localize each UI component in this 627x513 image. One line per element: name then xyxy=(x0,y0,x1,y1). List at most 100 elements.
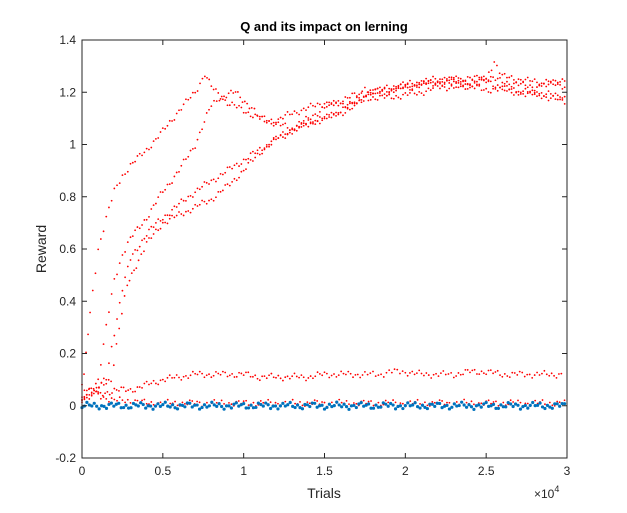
data-point xyxy=(105,323,108,326)
data-point xyxy=(308,402,311,405)
data-point xyxy=(538,92,541,95)
data-point xyxy=(338,398,341,401)
data-point xyxy=(237,400,240,402)
data-point xyxy=(259,400,262,402)
data-point xyxy=(554,79,557,82)
data-point xyxy=(466,369,469,371)
data-point xyxy=(459,85,462,88)
data-point xyxy=(563,80,566,82)
data-point xyxy=(503,85,506,87)
data-point xyxy=(427,82,430,85)
data-point xyxy=(150,146,153,149)
data-point xyxy=(337,99,340,102)
data-point xyxy=(134,229,137,232)
data-point xyxy=(452,80,455,83)
data-point xyxy=(138,227,141,230)
y-tick-label: 0.4 xyxy=(59,294,76,308)
data-point xyxy=(129,388,132,390)
data-point xyxy=(342,100,344,103)
data-point xyxy=(277,137,280,139)
data-point xyxy=(128,279,131,282)
data-point xyxy=(462,373,464,376)
data-point xyxy=(263,148,266,151)
data-point xyxy=(161,218,164,221)
data-point xyxy=(513,372,516,374)
data-point xyxy=(344,96,347,98)
data-point xyxy=(318,103,321,106)
data-point xyxy=(455,75,458,78)
data-point xyxy=(384,402,388,406)
data-point xyxy=(406,94,409,97)
data-point xyxy=(459,373,462,376)
data-point xyxy=(138,245,141,248)
data-point xyxy=(124,390,127,393)
data-point xyxy=(330,116,333,119)
data-point xyxy=(550,406,554,410)
data-point xyxy=(545,403,550,407)
data-point xyxy=(246,102,249,105)
data-point xyxy=(300,109,303,112)
data-point xyxy=(168,217,171,220)
data-point xyxy=(399,87,402,90)
data-point xyxy=(362,404,366,408)
data-point xyxy=(323,116,326,118)
data-point xyxy=(220,399,223,402)
data-point xyxy=(543,406,547,411)
data-point xyxy=(185,199,187,202)
data-point xyxy=(141,154,143,157)
data-point xyxy=(536,403,540,407)
y-tick-label: 0.6 xyxy=(59,242,76,256)
data-point xyxy=(443,76,446,79)
data-point xyxy=(258,379,261,382)
data-point xyxy=(313,401,317,405)
data-point xyxy=(330,111,333,114)
data-point xyxy=(308,404,312,409)
data-point xyxy=(411,85,414,88)
data-point xyxy=(121,289,124,292)
data-point xyxy=(448,76,451,79)
data-point xyxy=(395,94,397,97)
data-point xyxy=(131,390,134,393)
data-point xyxy=(105,378,108,381)
data-point xyxy=(434,82,437,85)
data-point xyxy=(110,293,113,295)
data-point xyxy=(487,404,491,408)
data-point xyxy=(473,368,476,371)
data-point xyxy=(178,376,180,379)
data-point xyxy=(171,377,173,379)
data-point xyxy=(531,93,534,96)
data-point xyxy=(175,112,178,115)
data-point xyxy=(242,111,245,114)
data-point xyxy=(473,81,476,84)
data-point xyxy=(462,80,464,83)
data-point xyxy=(494,79,497,82)
data-point xyxy=(183,402,186,405)
data-point xyxy=(215,404,219,408)
data-point xyxy=(397,96,400,99)
data-point xyxy=(85,396,88,399)
data-point xyxy=(528,403,532,407)
data-point xyxy=(377,374,380,377)
data-point xyxy=(92,401,96,405)
data-point xyxy=(126,265,129,268)
data-point xyxy=(366,373,369,376)
data-point xyxy=(263,147,266,150)
data-point xyxy=(547,99,550,102)
data-point xyxy=(137,259,140,262)
data-point xyxy=(522,80,525,83)
data-point xyxy=(302,122,305,125)
data-point xyxy=(508,76,511,79)
data-point xyxy=(293,128,296,131)
data-point xyxy=(429,81,432,84)
data-point xyxy=(120,386,123,389)
data-point xyxy=(157,229,160,232)
data-point xyxy=(220,95,223,98)
data-point xyxy=(251,406,256,410)
data-point xyxy=(441,400,443,402)
data-point xyxy=(506,84,508,87)
data-point xyxy=(205,374,208,377)
data-point xyxy=(492,401,495,403)
data-point xyxy=(531,400,535,405)
data-point xyxy=(349,100,351,103)
data-point xyxy=(478,373,481,376)
